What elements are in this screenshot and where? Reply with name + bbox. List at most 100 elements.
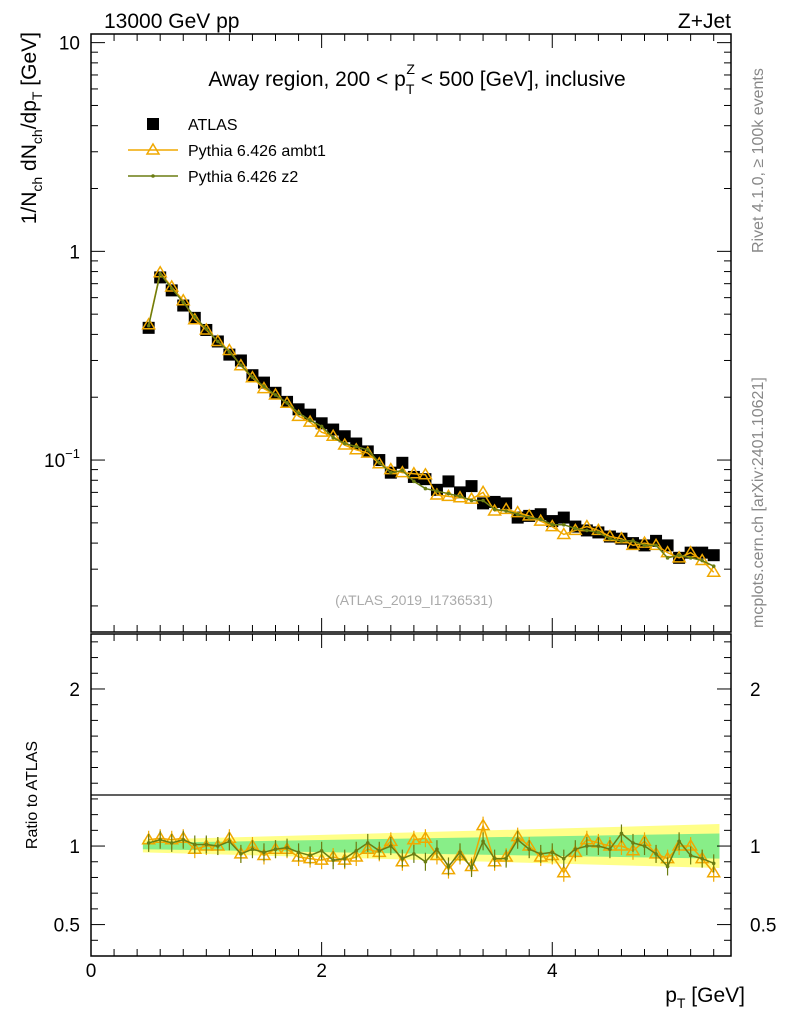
ratio-line-z2 <box>148 832 714 870</box>
ratio-z2-point <box>158 837 162 842</box>
ambt1-point <box>314 424 329 437</box>
legend-atlas-label: ATLAS <box>188 117 238 134</box>
z2-point <box>677 553 681 558</box>
main-y-tick-label: 10 <box>59 34 80 55</box>
ratio-z2-point <box>538 852 543 856</box>
ratio-ambt1-point <box>614 838 629 851</box>
ratio-y-tick-label-right: 0.5 <box>750 916 776 937</box>
ambt1-point <box>441 488 456 502</box>
ambt1-point <box>556 527 572 540</box>
ambt1-point <box>348 442 364 455</box>
ratio-ambt1-point <box>475 818 491 831</box>
main-y-tick-label: 10−1 <box>44 446 80 472</box>
legend: ATLAS Pythia 6.426 ambt1 Pythia 6.426 z2 <box>128 117 326 186</box>
xlabel-b: [GeV] <box>685 984 745 1007</box>
legend-ambt1-label: Pythia 6.426 ambt1 <box>188 143 326 160</box>
ambt1-point <box>429 487 445 500</box>
ratio-z2-point <box>631 841 635 845</box>
z2-point <box>700 558 704 563</box>
ambt1-point <box>464 491 479 504</box>
ratio-z2-point <box>515 837 520 842</box>
ratio-plot-area <box>141 816 722 882</box>
ratio-ambt1-point <box>625 843 641 856</box>
ambt1-point <box>245 370 260 383</box>
ambt1-point <box>164 279 180 292</box>
ratio-z2-point <box>389 844 393 848</box>
ambt1-point <box>233 358 249 371</box>
z2-point <box>469 498 474 503</box>
ambt1-point <box>544 519 560 532</box>
main-frame <box>90 33 732 633</box>
z2-point <box>285 401 289 405</box>
ambt1-point <box>198 322 214 335</box>
z2-point <box>631 539 635 543</box>
ratio-z2-point <box>239 852 243 856</box>
ylabel-b: dN <box>18 144 41 177</box>
ratio-z2-point <box>377 848 382 853</box>
z2-point <box>550 522 555 527</box>
ratio-ambt1-point <box>348 849 364 862</box>
ratio-z2-point <box>319 848 324 853</box>
ratio-z2-point <box>146 841 151 845</box>
atlas-point <box>269 386 282 399</box>
z2-point <box>389 470 393 475</box>
chart-title: Away region, 200 < pTZ < 500 [GeV], incl… <box>208 61 625 97</box>
atlas-point <box>338 430 351 443</box>
z2-point <box>377 461 382 465</box>
ambt1-point <box>210 334 226 347</box>
ratio-z2-point <box>412 852 416 856</box>
atlas-point <box>557 511 570 524</box>
rivet-label: Rivet 4.1.0, ≥ 100k events <box>750 68 767 253</box>
z2-point <box>192 315 197 319</box>
z2-point <box>492 507 497 512</box>
z2-point <box>596 530 601 535</box>
z2-point <box>158 272 162 276</box>
ratio-z2-point <box>250 847 255 851</box>
ratio-z2-point <box>285 845 289 850</box>
ratio-z2-point <box>342 856 347 861</box>
atlas-point <box>396 456 409 469</box>
mcplots-label: mcplots.cern.ch [arXiv:2401.10621] <box>750 377 767 628</box>
atlas-point <box>315 417 328 430</box>
ratio-z2-point <box>619 831 624 836</box>
ratio-y-tick-label-right: 1 <box>750 837 761 858</box>
ambt1-point <box>625 537 641 551</box>
ratio-z2-point <box>446 864 451 869</box>
chart-title-sup: Z <box>406 61 415 77</box>
ratio-z2-point <box>354 848 359 853</box>
z2-point <box>504 509 508 513</box>
ratio-z2-point <box>365 841 370 845</box>
ratio-z2-point <box>296 850 301 855</box>
ratio-z2-point <box>423 859 428 864</box>
ratio-y-tick-label: 0.5 <box>54 916 80 937</box>
ambt1-point <box>614 531 629 544</box>
z2-point <box>654 543 658 548</box>
ratio-y-tick-label: 1 <box>69 837 80 858</box>
ratio-z2-point <box>688 853 693 858</box>
ratio-z2-point <box>700 856 704 861</box>
ratio-z2-point <box>169 841 174 845</box>
ratio-z2-point <box>181 837 186 842</box>
ambt1-point <box>648 537 664 551</box>
header-right: Z+Jet <box>678 10 731 33</box>
z2-point <box>273 393 278 397</box>
atlas-point <box>177 299 190 312</box>
ratio-y-label: Ratio to ATLAS <box>24 741 41 849</box>
ratio-z2-point <box>573 847 578 851</box>
chart-title-post: < 500 [GeV], inclusive <box>415 68 626 91</box>
ratio-z2-point <box>665 864 670 869</box>
z2-point <box>250 375 255 379</box>
z2-point <box>435 489 439 493</box>
ambt1-point <box>671 550 687 563</box>
z2-point <box>146 323 151 328</box>
z2-point <box>181 300 186 305</box>
main-y-label: 1/Nch dNch/dpT [GeV] <box>18 32 45 224</box>
ratio-z2-point <box>458 850 462 855</box>
ratio-z2-point <box>596 844 601 848</box>
ambt1-point <box>602 529 618 542</box>
legend-ambt1-marker <box>145 142 161 155</box>
ambt1-point <box>187 312 203 325</box>
ratio-z2-point <box>585 844 589 848</box>
ratio-z2-point <box>677 839 681 844</box>
ambt1-point <box>591 522 606 536</box>
